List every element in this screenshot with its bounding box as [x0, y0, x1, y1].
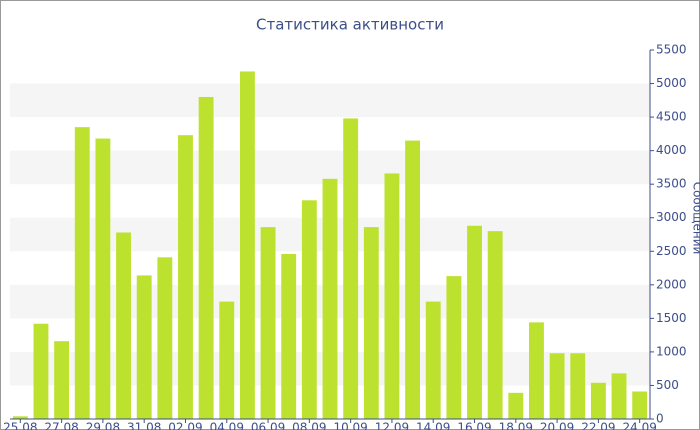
x-tick-label: 16.09 [457, 421, 491, 430]
bar [363, 227, 379, 419]
bar [343, 118, 359, 419]
y-tick-label: 4000 [656, 143, 687, 157]
bar [384, 173, 400, 419]
bar [281, 253, 297, 419]
x-tick-label: 22.09 [581, 421, 615, 430]
y-tick-label: 500 [656, 378, 679, 392]
bar [570, 353, 586, 419]
bar [116, 232, 131, 419]
bar [33, 323, 49, 419]
bar [322, 178, 338, 419]
bar [446, 276, 462, 419]
bar [301, 200, 317, 419]
bar [425, 301, 441, 419]
grid-band [10, 83, 650, 118]
bar [549, 353, 565, 419]
bar [12, 416, 28, 419]
y-axis-title: Сообщений [691, 182, 700, 255]
bar [239, 71, 255, 420]
x-tick-label: 12.09 [375, 421, 409, 430]
y-tick-label: 2000 [656, 277, 687, 291]
y-tick-label: 5500 [656, 43, 687, 57]
y-tick-label: 2500 [656, 244, 687, 258]
bar [198, 96, 214, 420]
bar [54, 341, 70, 419]
x-tick-label: 29.08 [86, 421, 120, 430]
bar [487, 231, 503, 419]
x-tick-label: 06.09 [251, 421, 285, 430]
bar [157, 257, 173, 419]
x-tick-label: 10.09 [333, 421, 367, 430]
y-tick-label: 0 [656, 412, 664, 426]
chart-title: Статистика активности [256, 16, 444, 34]
y-tick-label: 3000 [656, 210, 687, 224]
x-tick-label: 27.08 [44, 421, 78, 430]
bar [95, 138, 111, 419]
x-tick-label: 14.09 [416, 421, 450, 430]
grid-band [10, 150, 650, 185]
x-tick-label: 20.09 [540, 421, 574, 430]
bar [405, 140, 421, 419]
bar [611, 373, 627, 419]
bar [508, 392, 524, 419]
x-tick-label: 08.09 [292, 421, 326, 430]
bar [74, 127, 90, 420]
x-tick-label: 24.09 [622, 421, 656, 430]
x-tick-label: 25.08 [3, 421, 37, 430]
y-tick-label: 4500 [656, 110, 687, 124]
bar [529, 322, 544, 419]
y-tick-label: 5000 [656, 76, 687, 90]
bar [467, 225, 482, 419]
bar [590, 382, 606, 419]
bar [219, 301, 235, 419]
y-tick-label: 1500 [656, 311, 687, 325]
y-tick-label: 3500 [656, 177, 687, 191]
y-tick-label: 1000 [656, 344, 687, 358]
x-tick-label: 31.08 [127, 421, 161, 430]
x-tick-label: 18.09 [499, 421, 533, 430]
bar [136, 275, 152, 419]
bar [178, 135, 193, 420]
x-tick-label: 04.09 [210, 421, 244, 430]
x-tick-label: 02.09 [168, 421, 202, 430]
bar [260, 227, 276, 419]
bar [632, 391, 648, 419]
